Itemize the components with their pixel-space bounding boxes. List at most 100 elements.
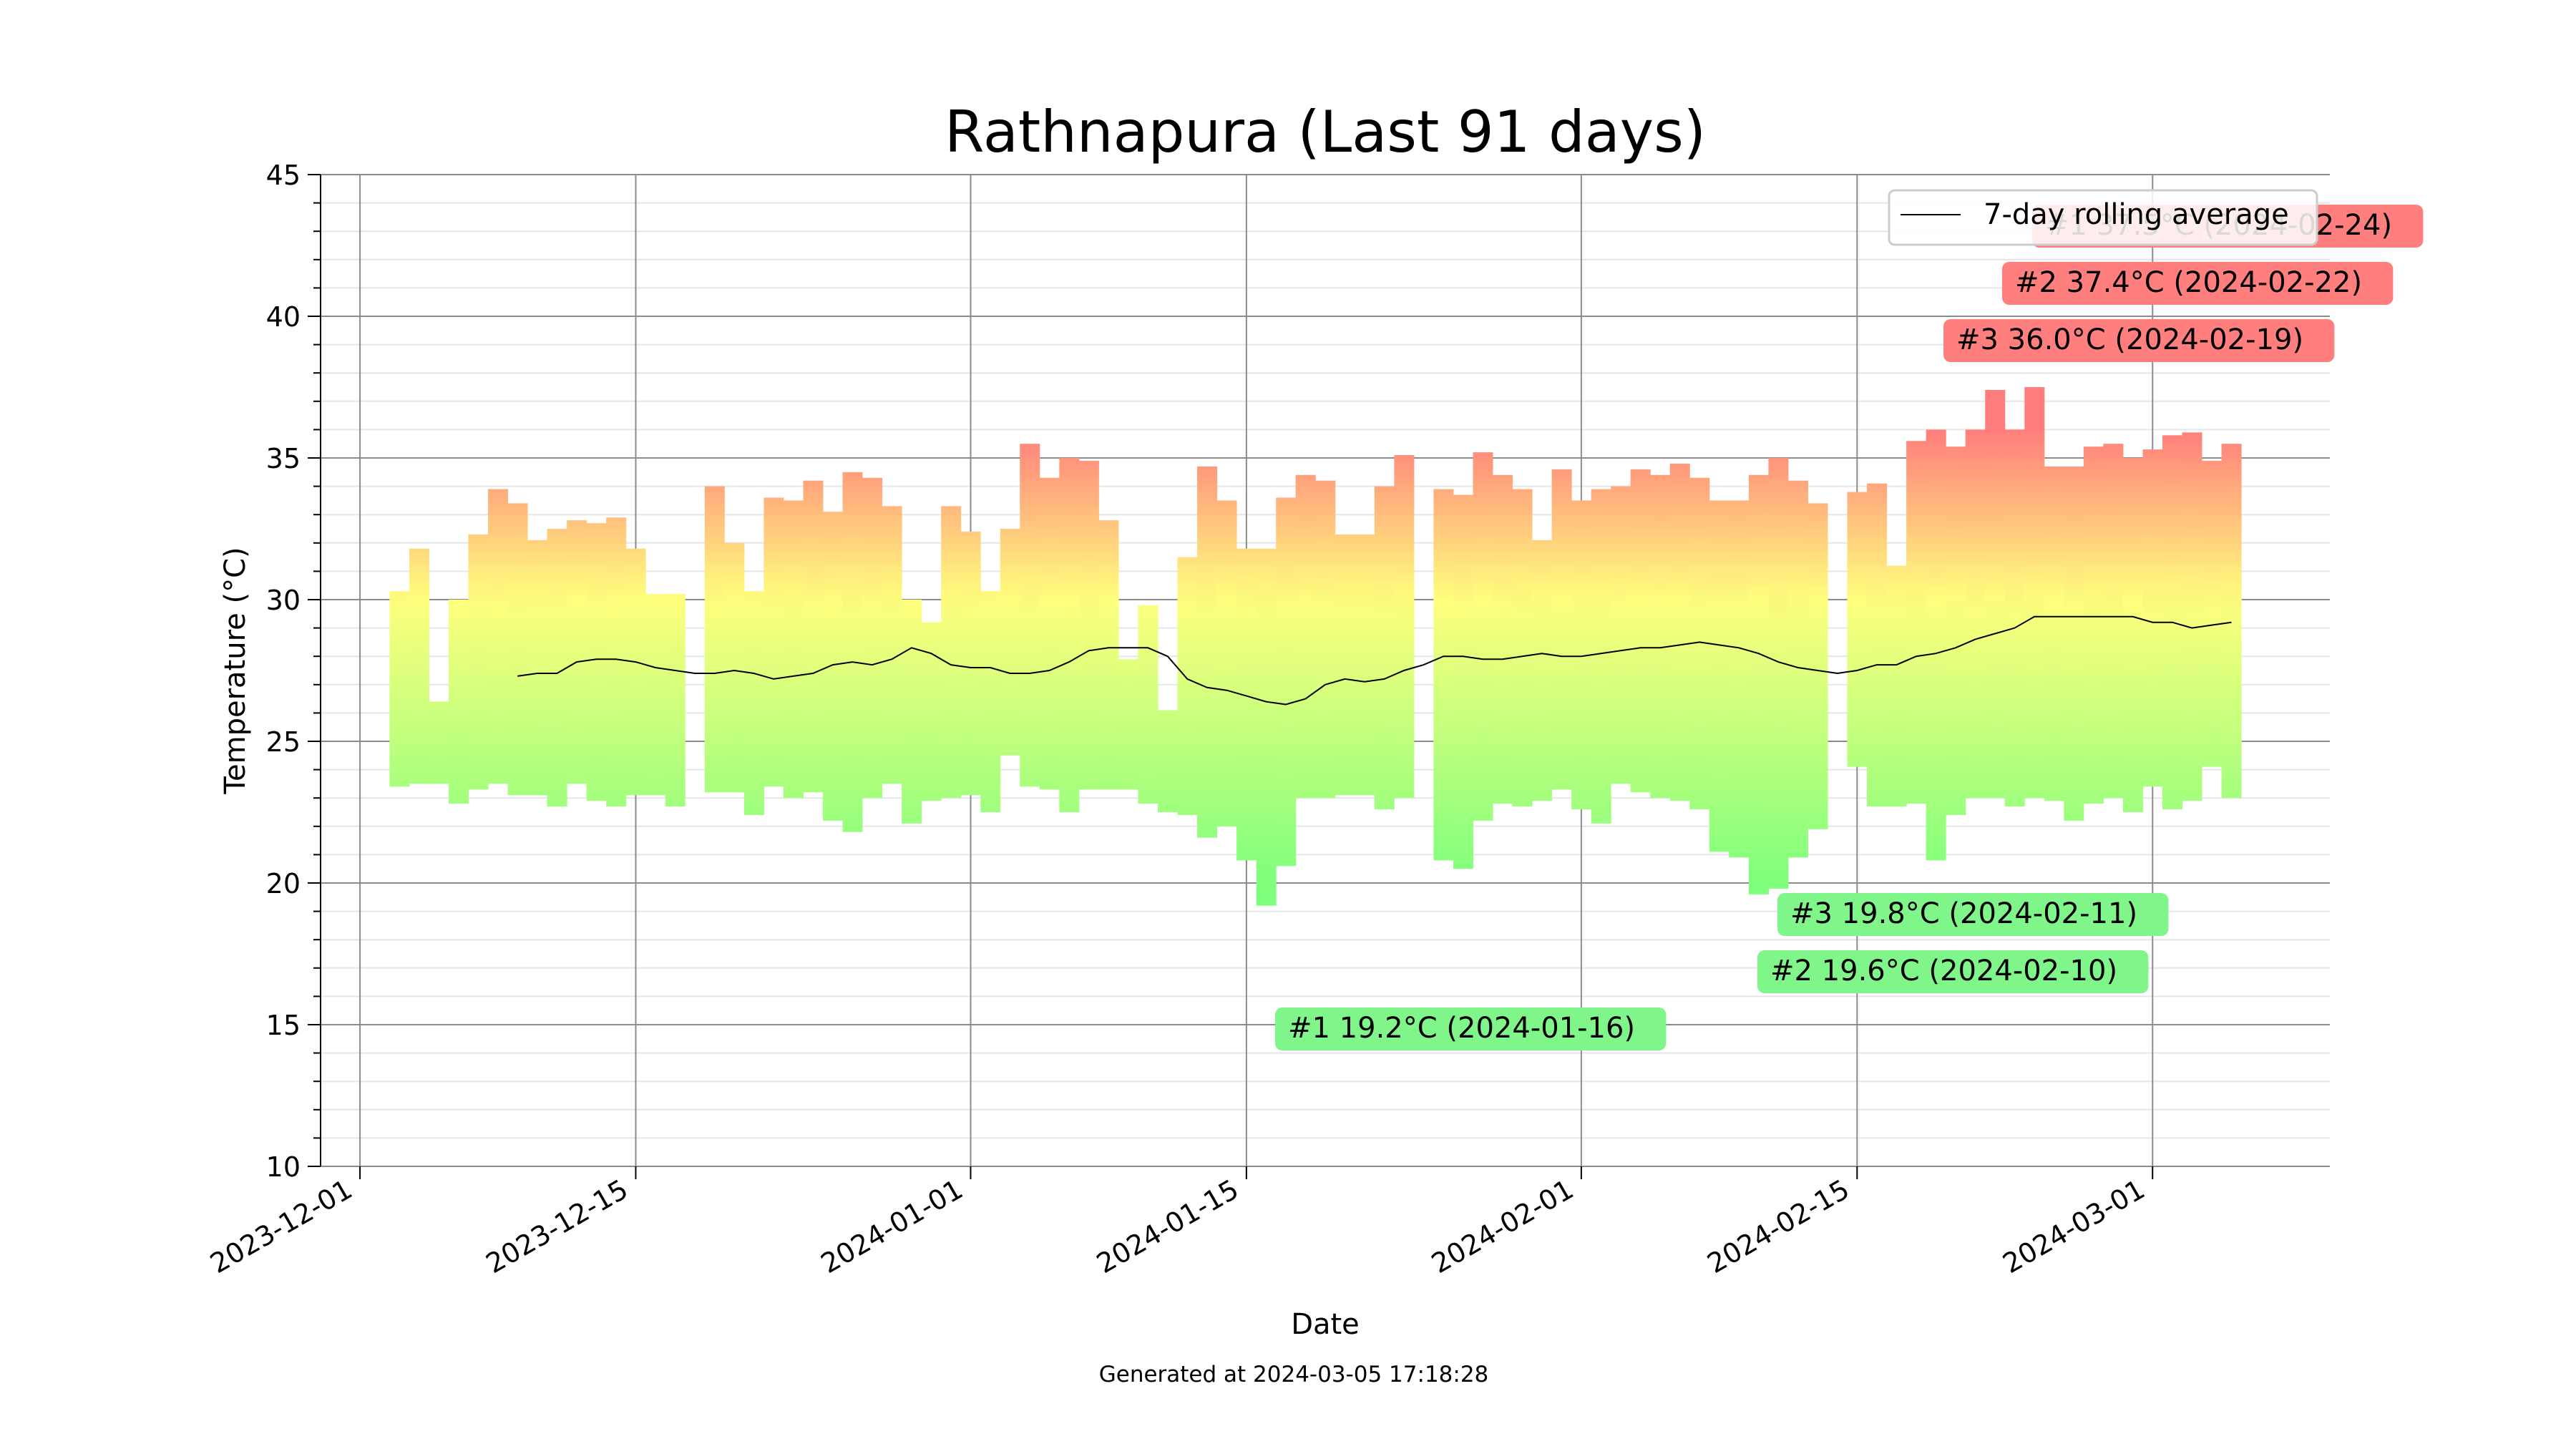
temperature-bar	[488, 489, 509, 784]
temperature-bar	[1551, 469, 1572, 790]
y-tick-label: 30	[266, 585, 301, 616]
temperature-bar	[1177, 557, 1198, 815]
temperature-bar	[429, 701, 449, 784]
y-tick-label: 35	[266, 443, 301, 474]
temperature-bar	[1493, 474, 1513, 804]
temperature-bar	[1295, 474, 1316, 799]
temperature-bar	[1807, 503, 1828, 829]
temperature-bar	[2182, 432, 2202, 801]
temperature-bar	[1886, 565, 1907, 807]
temperature-bar	[1473, 452, 1493, 821]
annotation-text: #2 19.6°C (2024-02-10)	[1770, 955, 2117, 987]
temperature-bar	[1532, 540, 1553, 801]
temperature-bar	[1158, 710, 1179, 812]
temperature-bar	[527, 540, 548, 796]
temperature-bar	[1138, 605, 1158, 804]
temperature-bar	[823, 512, 844, 821]
temperature-bar	[468, 534, 489, 790]
temperature-bar	[1591, 489, 1611, 824]
temperature-bar	[2202, 460, 2223, 767]
y-tick-label: 15	[266, 1010, 301, 1041]
x-tick-label: 2024-03-01	[1997, 1174, 2150, 1280]
legend-label: 7-day rolling average	[1984, 198, 2289, 231]
temperature-bar	[625, 548, 646, 796]
x-tick-label: 2024-02-15	[1702, 1174, 1855, 1280]
chart-title: Rathnapura (Last 91 days)	[945, 99, 1706, 165]
temperature-bar	[389, 591, 410, 787]
generated-footer: Generated at 2024-03-05 17:18:28	[1099, 1362, 1489, 1387]
temperature-bar	[448, 600, 469, 804]
temperature-bar	[2083, 447, 2104, 804]
temperature-bar	[2064, 466, 2084, 821]
temperature-bar	[1098, 520, 1119, 790]
temperature-bar	[1946, 447, 1966, 815]
temperature-bar	[902, 600, 922, 824]
annotation-box	[1943, 319, 2335, 362]
temperature-bars	[389, 387, 2242, 906]
temperature-bar	[409, 548, 429, 784]
temperature-bar	[507, 503, 528, 796]
temperature-bar	[1985, 389, 2006, 799]
annotation-text: #2 37.4°C (2024-02-22)	[2015, 266, 2362, 299]
temperature-bar	[665, 594, 686, 807]
rolling-average-polyline	[517, 615, 2232, 706]
temperature-bar	[567, 520, 587, 784]
temperature-bar	[882, 506, 902, 784]
temperature-bar	[1709, 500, 1729, 852]
temperature-bar	[1965, 429, 1986, 799]
temperature-bar	[704, 486, 725, 793]
temperature-bar	[1611, 486, 1631, 784]
temperature-bar	[1847, 492, 1868, 767]
y-tick-label: 45	[266, 160, 301, 191]
temperature-bar	[1039, 477, 1060, 790]
temperature-bar	[1926, 429, 1946, 861]
temperature-bar	[763, 497, 784, 787]
temperature-bar	[921, 622, 942, 801]
x-tick-label: 2024-01-01	[816, 1174, 968, 1280]
temperature-bar	[1394, 455, 1415, 799]
temperature-bar	[1650, 474, 1671, 799]
temperature-bar	[1216, 500, 1237, 826]
temperature-bar	[743, 591, 764, 815]
temperature-bar	[724, 542, 745, 793]
temperature-bar	[1355, 534, 1375, 796]
temperature-bar	[980, 591, 1001, 812]
temperature-bar	[1512, 489, 1533, 807]
temperature-bar	[1433, 489, 1454, 861]
x-tick-label: 2024-02-01	[1426, 1174, 1579, 1280]
y-tick-label: 25	[266, 726, 301, 758]
temperature-bar	[1197, 466, 1218, 838]
temperature-bar	[2024, 387, 2045, 799]
temperature-bar	[586, 523, 607, 801]
temperature-bar	[803, 480, 824, 793]
x-tick-label: 2023-12-01	[205, 1174, 357, 1280]
temperature-bar	[1729, 500, 1750, 858]
x-tick-label: 2023-12-15	[481, 1174, 633, 1280]
y-tick-label: 10	[266, 1151, 301, 1183]
temperature-bar	[1906, 441, 1927, 804]
temperature-bar	[2004, 429, 2025, 807]
temperature-bar	[547, 529, 567, 807]
temperature-bar	[1118, 659, 1138, 790]
temperature-bar	[645, 594, 666, 796]
temperature-bar	[1630, 469, 1651, 793]
x-tick-label: 2024-01-15	[1091, 1174, 1244, 1280]
annotation-text: #3 19.8°C (2024-02-11)	[1790, 897, 2137, 930]
temperature-bar	[2221, 444, 2242, 799]
x-axis-label: Date	[1291, 1308, 1360, 1341]
temperature-bar	[1669, 463, 1690, 801]
legend: 7-day rolling average	[1888, 189, 2318, 246]
y-tick-label: 40	[266, 301, 301, 333]
temperature-bar	[1000, 529, 1020, 756]
annotation-text: #3 36.0°C (2024-02-19)	[1956, 323, 2303, 356]
temperature-bar	[1768, 458, 1789, 889]
y-tick-label: 20	[266, 868, 301, 899]
rolling-average-line	[517, 615, 2232, 706]
temperature-bar	[1374, 486, 1395, 810]
temperature-bar	[606, 517, 627, 807]
temperature-bar	[1256, 548, 1277, 906]
temperature-bar	[1236, 548, 1257, 861]
temperature-bar	[1867, 483, 1888, 807]
temperature-bar	[1315, 480, 1336, 799]
annotation-box	[2002, 262, 2394, 305]
